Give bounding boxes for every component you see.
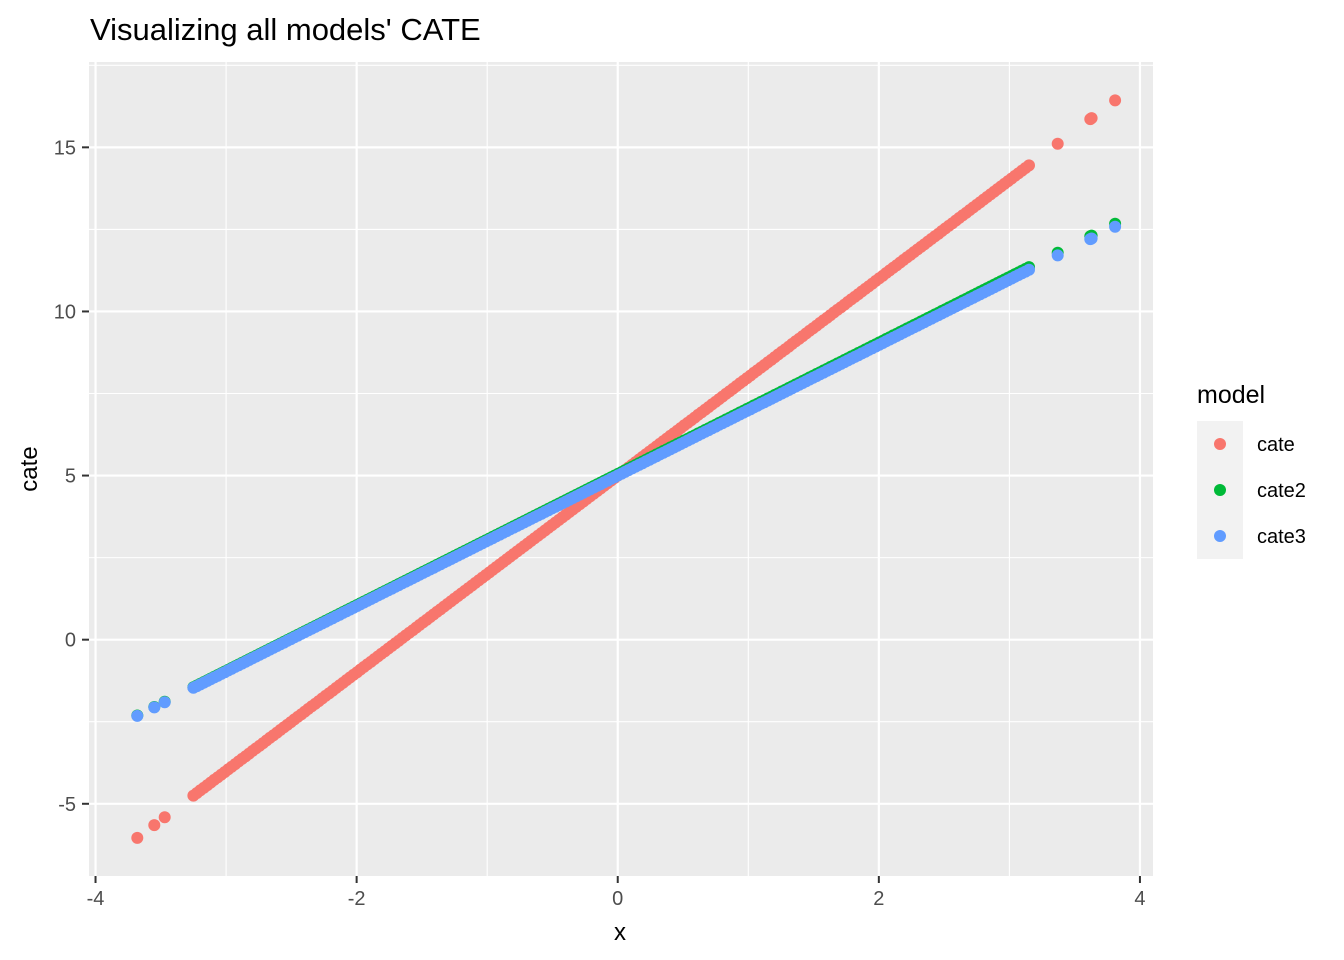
point-cate	[131, 831, 144, 844]
legend-label-cate: cate	[1257, 434, 1295, 456]
y-tick-label: -5	[58, 794, 76, 816]
point-cate3	[131, 709, 144, 722]
x-tick-label: -4	[87, 888, 105, 910]
x-axis-title: x	[614, 919, 626, 946]
x-tick-label: 0	[612, 888, 623, 910]
y-tick-label: 10	[54, 301, 76, 323]
chart-title: Visualizing all models' CATE	[90, 12, 481, 47]
y-axis-title: cate	[16, 446, 43, 491]
point-cate3	[1109, 220, 1122, 233]
legend-label-cate3: cate3	[1257, 526, 1306, 548]
legend-key-cate3	[1214, 530, 1226, 542]
legend: model cate cate2 cate3	[1197, 381, 1306, 559]
legend-label-cate2: cate2	[1257, 480, 1306, 502]
grid-minor	[89, 62, 1153, 876]
y-tick-label: 15	[54, 137, 76, 159]
series-cate	[131, 94, 1122, 844]
point-cate3	[1085, 232, 1098, 245]
point-cate	[148, 819, 161, 832]
y-tick-label: 0	[65, 630, 76, 652]
x-tick-label: 2	[873, 888, 884, 910]
point-cate3	[148, 701, 161, 714]
series-cate3	[131, 220, 1122, 722]
point-cate	[1109, 94, 1122, 107]
point-cate	[1085, 112, 1098, 125]
point-cate3	[1051, 249, 1064, 262]
legend-items: cate cate2 cate3	[1214, 434, 1306, 548]
grid-major	[89, 62, 1153, 876]
point-cate3	[158, 696, 171, 709]
y-tick-labels: -5 0 5 10 15	[54, 137, 76, 815]
x-tick-label: 4	[1134, 888, 1145, 910]
point-cate	[158, 811, 171, 824]
axis-ticks	[82, 146, 1141, 883]
point-cate3	[1023, 263, 1035, 276]
legend-key-cate2	[1214, 484, 1226, 496]
point-cate	[1023, 159, 1035, 172]
point-cate	[1051, 137, 1064, 150]
series-layer	[131, 94, 1122, 844]
y-tick-label: 5	[65, 466, 76, 488]
legend-title: model	[1197, 381, 1265, 409]
x-tick-label: -2	[348, 888, 366, 910]
x-tick-labels: -4 -2 0 2 4	[87, 888, 1146, 910]
legend-key-cate	[1214, 438, 1226, 450]
